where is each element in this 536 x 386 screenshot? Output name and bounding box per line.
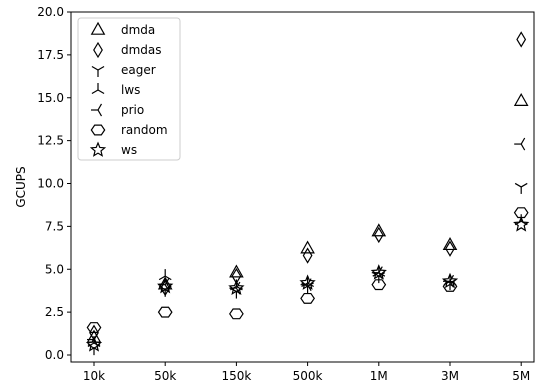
y-tick-label: 5.0 [45, 262, 64, 276]
y-tick-label: 20.0 [37, 5, 64, 19]
x-tick-label: 3M [441, 369, 459, 383]
y-tick-label: 7.5 [45, 219, 64, 233]
y-tick-label: 17.5 [37, 48, 64, 62]
point-random [300, 292, 315, 304]
y-axis-label: GCUPS [14, 166, 28, 207]
point-ws [299, 274, 316, 290]
series-random [86, 207, 529, 334]
x-tick-label: 1M [370, 369, 388, 383]
y-tick-label: 0.0 [45, 348, 64, 362]
legend-box [77, 17, 181, 161]
point-ws [157, 277, 174, 294]
y-axis: 0.0 2.5 5.0 7.5 10.0 12.5 15.0 17.5 20.0 [37, 5, 71, 362]
legend-item-random: random [90, 123, 168, 137]
legend-label: dmda [121, 23, 155, 37]
series-ws [85, 216, 530, 352]
point-dmda [371, 223, 387, 237]
point-dmdas [516, 31, 527, 48]
point-ws [228, 279, 245, 296]
legend-item-prio: prio [91, 103, 144, 117]
series-prio [87, 137, 526, 346]
point-lws [158, 269, 172, 281]
legend-label: random [121, 123, 168, 137]
point-prio [514, 137, 526, 151]
point-dmda [300, 240, 315, 254]
series-eager [87, 182, 528, 356]
x-tick-label: 150k [221, 369, 251, 383]
legend-label: lws [121, 83, 140, 97]
point-random [86, 322, 102, 334]
y-tick-label: 2.5 [45, 305, 64, 319]
series-dmda [86, 92, 529, 343]
point-ws [85, 336, 103, 352]
point-lws [372, 265, 386, 277]
point-dmdas [445, 240, 455, 257]
point-dmda [229, 264, 244, 278]
y-tick-label: 10.0 [37, 177, 64, 191]
legend-label: ws [121, 143, 137, 157]
legend-item-eager: eager [91, 63, 156, 77]
x-tick-label: 5M [512, 369, 530, 383]
chart-marks [85, 31, 530, 356]
x-axis: 10k 50k 150k 500k 1M 3M 5M [83, 362, 530, 383]
legend-item-ws: ws [89, 141, 137, 157]
legend-marker-prio [91, 103, 103, 117]
x-tick-label: 500k [293, 369, 323, 383]
legend-marker-dmda [90, 21, 106, 35]
point-random [229, 308, 244, 320]
point-ws [513, 216, 530, 232]
point-dmdas [302, 247, 313, 264]
legend-marker-lws [91, 83, 105, 95]
y-tick-label: 15.0 [37, 91, 64, 105]
plot-frame [70, 11, 535, 363]
legend-item-dmdas: dmdas [93, 41, 162, 59]
point-ws [370, 264, 387, 280]
legend-label: dmdas [121, 43, 162, 57]
point-dmda [513, 92, 529, 106]
legend-marker-ws [89, 141, 107, 157]
legend: dmda dmdas eager lws prio random ws [77, 17, 181, 161]
legend-marker-dmdas [93, 41, 103, 59]
point-dmdas [373, 226, 384, 244]
x-tick-label: 50k [154, 369, 176, 383]
legend-marker-random [90, 124, 106, 136]
legend-marker-eager [91, 65, 105, 77]
legend-label: eager [121, 63, 156, 77]
legend-item-lws: lws [91, 83, 140, 97]
y-tick-label: 12.5 [37, 134, 64, 148]
legend-label: prio [121, 103, 144, 117]
point-dmda [442, 237, 458, 251]
point-random [513, 207, 529, 219]
point-random [157, 306, 173, 318]
point-random [371, 279, 387, 291]
legend-item-dmda: dmda [90, 21, 155, 37]
point-eager [514, 182, 528, 194]
x-tick-label: 10k [83, 369, 105, 383]
series-lws [87, 214, 528, 348]
point-ws [441, 272, 459, 289]
